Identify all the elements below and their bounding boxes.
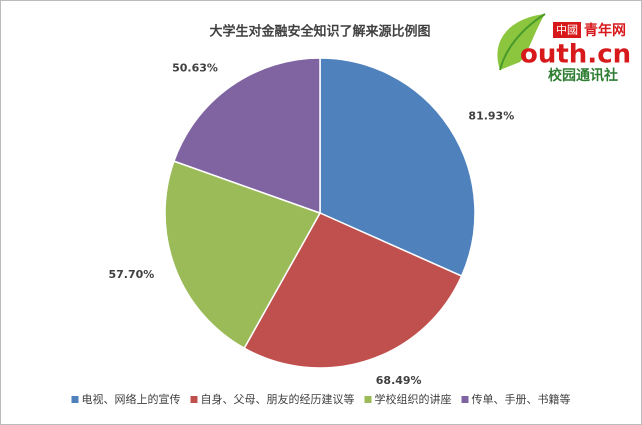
- legend-label: 传单、手册、书籍等: [472, 392, 571, 406]
- legend-label: 学校组织的讲座: [375, 392, 452, 406]
- pie-slice: [319, 57, 476, 278]
- logo-badge-box: [553, 22, 581, 38]
- data-label: 81.93%: [468, 110, 514, 123]
- legend-swatch: [461, 396, 469, 403]
- legend-swatch: [364, 396, 372, 403]
- legend-swatch: [71, 396, 79, 403]
- logo-stem: [499, 13, 546, 71]
- logo-badge: 中國: [556, 24, 578, 37]
- pie-slice: [172, 57, 321, 215]
- logo-site: outh.cn: [520, 40, 631, 70]
- pie-slice: [164, 160, 322, 350]
- legend-label: 电视、网络上的宣传: [82, 392, 181, 406]
- logo-name: 青年网: [584, 22, 626, 39]
- logo-leaf: [497, 14, 545, 70]
- legend-swatch: [190, 396, 198, 403]
- data-label: 57.70%: [108, 268, 154, 281]
- legend: 电视、网络上的宣传 自身、父母、朋友的经历建议等 学校组织的讲座 传单、手册、书籍等: [71, 392, 571, 406]
- chart-title: 大学生对金融安全知识了解来源比例图: [209, 24, 430, 40]
- data-label: 68.49%: [376, 374, 422, 387]
- logo-subtitle: 校园通讯社: [548, 67, 618, 84]
- logo: 中國 青年网 outh.cn 校园通讯社: [497, 13, 631, 84]
- data-label: 50.63%: [172, 61, 218, 74]
- legend-label: 自身、父母、朋友的经历建议等: [201, 392, 355, 406]
